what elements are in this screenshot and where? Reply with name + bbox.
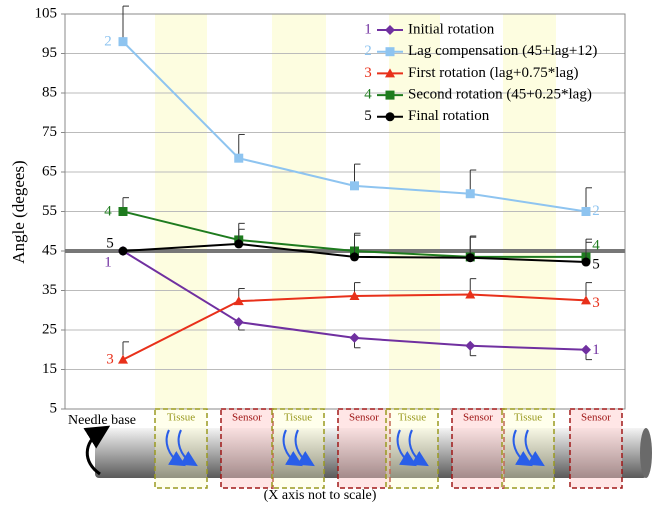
needle-base-label: Needle base xyxy=(68,413,136,428)
series-start-label: 2 xyxy=(104,33,112,49)
marker xyxy=(581,207,591,216)
regions: Tissue Sensor Tissue Sensor Tissue Sensor Tiss… xyxy=(83,408,652,489)
marker xyxy=(233,296,244,306)
legend-label: Initial rotation xyxy=(408,21,495,37)
marker xyxy=(233,317,244,328)
needle-tip xyxy=(640,428,652,478)
marker xyxy=(385,68,395,78)
marker xyxy=(118,207,128,216)
series-end-label: 4 xyxy=(592,237,600,253)
series-end-label: 1 xyxy=(592,342,600,358)
marker xyxy=(234,239,244,249)
y-tick-label: 5 xyxy=(50,400,58,416)
marker xyxy=(581,295,591,305)
series-start-label: 5 xyxy=(106,235,114,251)
swirl-arrow xyxy=(165,429,186,467)
marker xyxy=(350,181,359,191)
region-box xyxy=(337,408,391,489)
marker xyxy=(385,25,395,35)
swirl-arrow xyxy=(512,429,533,467)
footnote: (X axis not to scale) xyxy=(264,488,377,503)
swirl-arrow xyxy=(408,429,429,467)
y-tick-label: 25 xyxy=(42,321,57,337)
region-label: Sensor xyxy=(463,412,493,424)
series: 1 1 1 Initial rotation xyxy=(104,21,600,361)
legend-label: Lag compensation (45+lag+12) xyxy=(408,43,597,59)
series-end-label: 5 xyxy=(592,256,600,272)
series-start-label: 3 xyxy=(106,351,114,367)
legend-label: Final rotation xyxy=(408,108,490,124)
marker xyxy=(349,332,360,343)
plot-frame xyxy=(64,13,626,410)
marker xyxy=(465,340,476,351)
swirl-arrow xyxy=(282,429,303,467)
legend-number: 2 xyxy=(364,43,372,59)
marker xyxy=(349,291,360,301)
marker xyxy=(581,344,591,355)
region-box xyxy=(569,408,623,489)
region-label: Sensor xyxy=(232,412,262,424)
y-tick-label: 45 xyxy=(42,242,57,258)
legend-number: 1 xyxy=(364,21,372,37)
needle xyxy=(95,428,647,478)
rotation-arrow xyxy=(83,425,111,476)
series: 3 3 3 First rotation (lag+0.75*lag) xyxy=(106,65,600,368)
y-tick-label: 55 xyxy=(42,203,57,219)
region-label: Tissue xyxy=(398,412,426,424)
legend-label: First rotation (lag+0.75*lag) xyxy=(408,65,579,81)
marker xyxy=(581,257,591,267)
marker xyxy=(118,246,128,256)
region-label: Tissue xyxy=(167,412,195,424)
series: 2 2 2 Lag compensation (45+lag+12) xyxy=(104,5,600,219)
swirl-arrow xyxy=(177,429,198,467)
region-label: Sensor xyxy=(349,412,379,424)
y-tick-label: 65 xyxy=(42,163,57,179)
y-tick-label: 35 xyxy=(42,282,57,298)
legend-number: 5 xyxy=(364,108,372,124)
swirl-arrow xyxy=(294,429,315,467)
y-tick-label: 15 xyxy=(42,361,57,377)
marker xyxy=(465,189,475,199)
series: 5 5 5 Final rotation xyxy=(106,108,600,272)
legend-number: 4 xyxy=(364,87,372,103)
region-label: Tissue xyxy=(514,412,542,424)
series-end-label: 2 xyxy=(592,203,600,219)
marker xyxy=(234,153,244,163)
y-axis-label: Angle (degees) xyxy=(9,160,28,263)
y-tick-label: 105 xyxy=(35,5,58,21)
marker xyxy=(385,112,395,122)
series-start-label: 4 xyxy=(104,203,112,219)
y-tick-label: 75 xyxy=(42,124,57,140)
series-start-label: 1 xyxy=(104,254,112,270)
region-label: Sensor xyxy=(581,412,611,424)
y-tick-label: 95 xyxy=(42,45,57,61)
plot: 1 1 1 Initial rotation 2 2 2 Lag compensation (… xyxy=(65,5,625,368)
marker xyxy=(385,90,395,100)
legend-label: Second rotation (45+0.25*lag) xyxy=(408,87,592,103)
series-end-label: 3 xyxy=(592,295,600,311)
marker xyxy=(350,252,359,262)
legend-number: 3 xyxy=(364,65,372,81)
swirl-arrow xyxy=(396,429,417,467)
y-tick-label: 85 xyxy=(42,84,57,100)
marker xyxy=(118,37,128,47)
marker xyxy=(465,289,476,299)
marker xyxy=(118,354,128,364)
region-box xyxy=(220,408,274,489)
marker xyxy=(385,47,395,57)
region-box xyxy=(451,408,505,489)
marker xyxy=(465,253,475,263)
swirl-arrow xyxy=(524,429,545,467)
region-label: Tissue xyxy=(284,412,312,424)
